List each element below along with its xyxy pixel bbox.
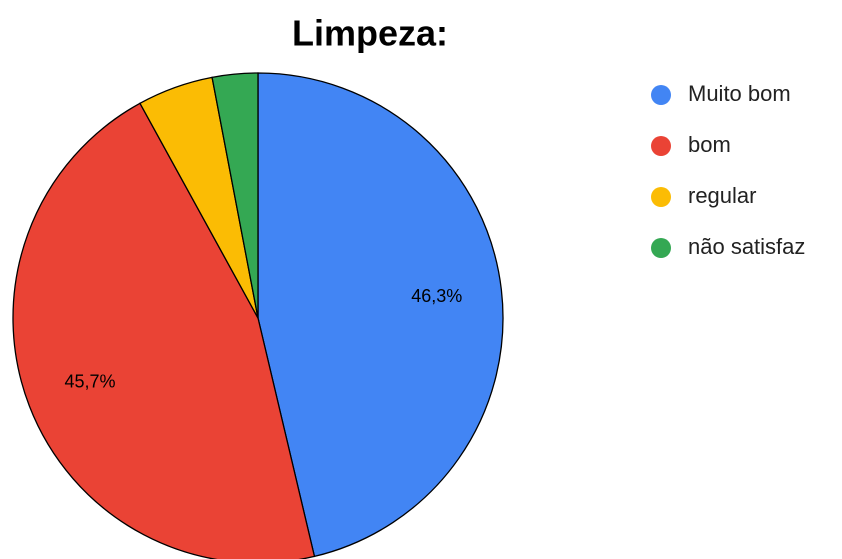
pie-slice bbox=[12, 102, 316, 559]
legend-swatch bbox=[651, 85, 671, 105]
pie-slice bbox=[211, 72, 259, 319]
legend-label: Muito bom bbox=[688, 81, 791, 106]
legend-label: bom bbox=[688, 132, 731, 157]
value-label: 46,3% bbox=[411, 286, 462, 306]
value-label: 45,7% bbox=[64, 371, 115, 391]
pie-slice bbox=[257, 72, 504, 558]
legend-label: não satisfaz bbox=[688, 234, 805, 259]
legend-swatch bbox=[651, 238, 671, 258]
legend-swatch bbox=[651, 187, 671, 207]
chart-title: Limpeza: bbox=[292, 13, 448, 54]
legend-swatch bbox=[651, 136, 671, 156]
legend-label: regular bbox=[688, 183, 756, 208]
